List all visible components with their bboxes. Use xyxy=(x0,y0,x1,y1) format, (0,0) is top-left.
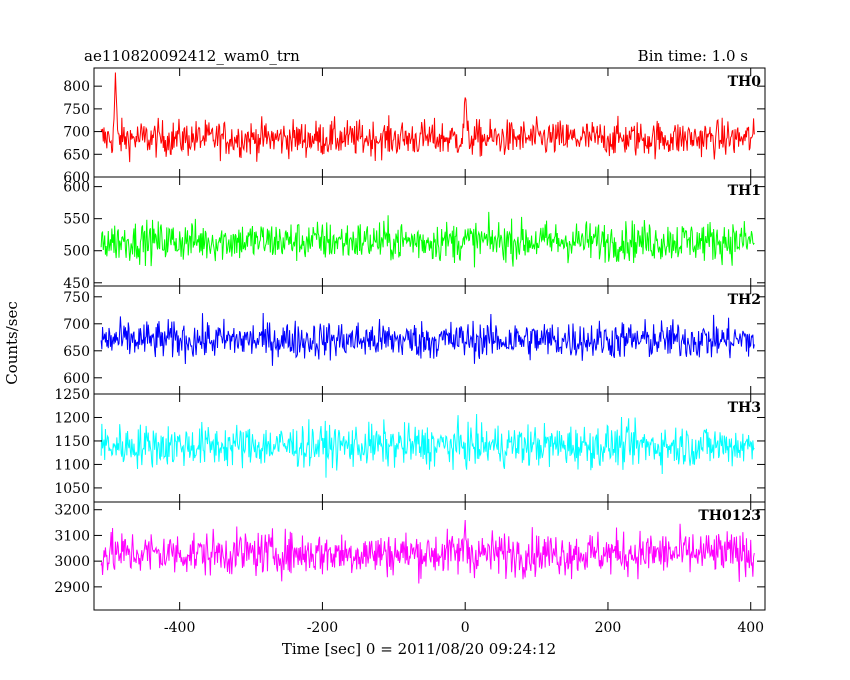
panel-th0: 600 650 700 750 800 TH0 xyxy=(63,67,766,186)
y-tick-label: 3000 xyxy=(54,554,90,570)
x-axis: -400 -200 0 200 400 xyxy=(164,620,764,636)
y-tick-label: 1150 xyxy=(54,434,90,450)
y-tick-label: 600 xyxy=(63,371,90,387)
y-tick-label: 800 xyxy=(63,79,90,95)
y-tick-label: 2900 xyxy=(54,580,90,596)
y-tick-label: 600 xyxy=(63,180,90,196)
panel-label: TH3 xyxy=(728,400,761,416)
series-line-th1 xyxy=(100,211,755,268)
panels-group: 600 650 700 750 800 TH0 450 500 550 600 TH1 600 650 7… xyxy=(54,67,766,611)
y-tick-label: 450 xyxy=(63,276,90,292)
x-tick-label: 200 xyxy=(595,620,622,636)
series-line-th2 xyxy=(100,312,755,366)
x-tick-label: 400 xyxy=(737,620,764,636)
panel-th1: 450 500 550 600 TH1 xyxy=(63,176,766,292)
panel-th2: 600 650 700 750 TH2 xyxy=(63,285,766,395)
panel-label: TH1 xyxy=(728,183,761,199)
y-tick-label: 700 xyxy=(63,125,90,141)
series-line-th3 xyxy=(100,413,755,478)
x-axis-label: Time [sec] 0 = 2011/08/20 09:24:12 xyxy=(282,640,556,658)
y-tick-label: 550 xyxy=(63,212,90,228)
bin-time-label: Bin time: 1.0 s xyxy=(638,47,748,65)
x-tick-label: -400 xyxy=(164,620,195,636)
y-tick-label: 650 xyxy=(63,147,90,163)
panel-frame xyxy=(93,393,766,503)
y-tick-label: 1050 xyxy=(54,481,90,497)
series-line-th0 xyxy=(100,72,755,163)
panel-th3: 1050 1100 1150 1200 1250 TH3 xyxy=(54,387,766,503)
panel-label: TH0 xyxy=(728,74,762,90)
x-tick-label: 0 xyxy=(461,620,470,636)
series-line-th0123 xyxy=(100,520,755,584)
y-tick-label: 650 xyxy=(63,344,90,360)
y-tick-label: 500 xyxy=(63,244,90,260)
panel-label: TH0123 xyxy=(698,508,761,524)
y-tick-label: 3200 xyxy=(54,503,90,519)
y-tick-label: 1200 xyxy=(54,410,90,426)
x-tick-label: -200 xyxy=(307,620,338,636)
y-axis-label: Counts/sec xyxy=(3,301,21,385)
y-tick-label: 750 xyxy=(63,290,90,306)
y-tick-label: 700 xyxy=(63,317,90,333)
y-tick-label: 3100 xyxy=(54,528,90,544)
y-tick-label: 600 xyxy=(63,170,90,186)
y-tick-label: 750 xyxy=(63,102,90,118)
panel-label: TH2 xyxy=(728,292,761,308)
y-tick-label: 1250 xyxy=(54,387,90,403)
panel-frame xyxy=(93,67,766,178)
y-tick-label: 1100 xyxy=(54,457,90,473)
panel-th0123: 2900 3000 3100 3200 TH0123 xyxy=(54,501,766,611)
chart-title: ae110820092412_wam0_trn xyxy=(84,47,300,65)
panel-frame xyxy=(93,501,766,611)
